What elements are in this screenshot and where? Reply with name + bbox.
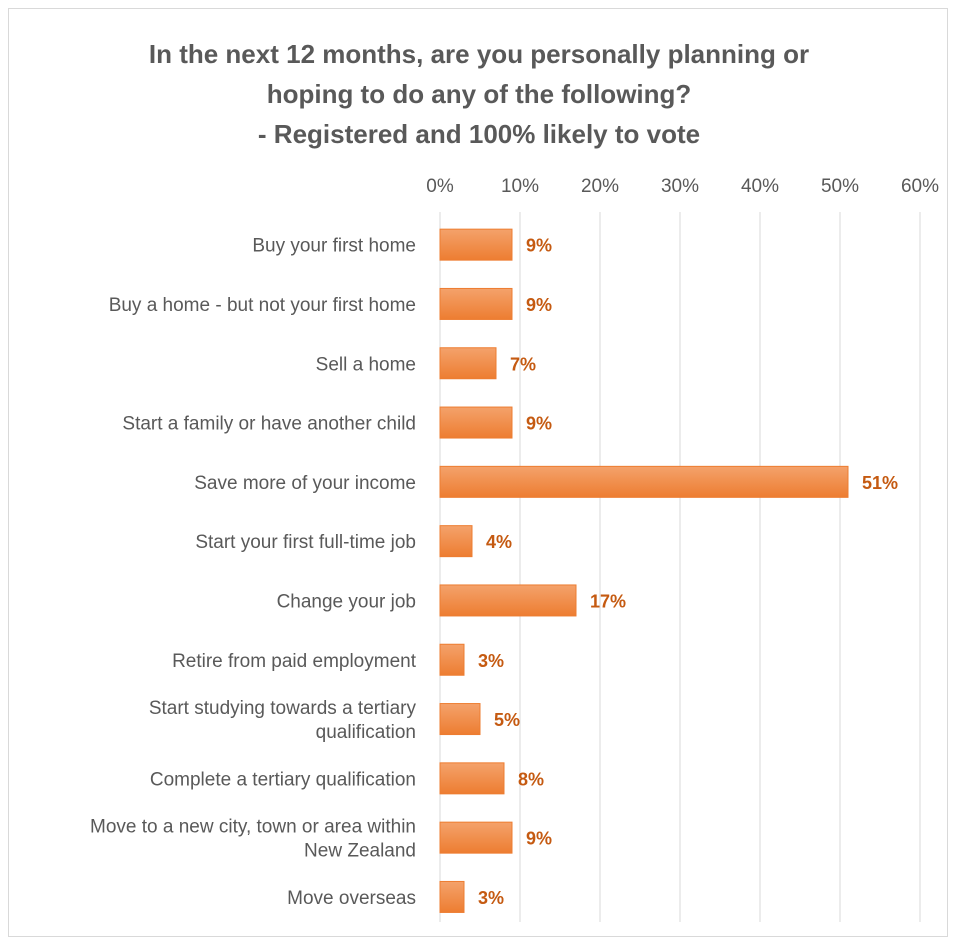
x-axis-ticks: 0% 10% 20% 30% 40% 50% 60% — [426, 176, 939, 197]
x-tick-label: 60% — [901, 176, 939, 197]
bars — [439, 228, 849, 913]
bar — [439, 880, 465, 913]
category-label: Save more of your income — [194, 473, 416, 494]
category-label: qualification — [316, 722, 416, 743]
category-label: New Zealand — [304, 841, 416, 862]
x-tick-label: 10% — [501, 176, 539, 197]
category-label: Start studying towards a tertiary — [149, 698, 417, 719]
bar — [439, 287, 513, 320]
x-tick-label: 20% — [581, 176, 619, 197]
data-label: 7% — [510, 354, 536, 374]
chart-title-line-3: - Registered and 100% likely to vote — [257, 119, 701, 149]
category-label: Retire from paid employment — [172, 651, 417, 672]
data-label: 3% — [478, 651, 504, 671]
category-labels: Buy your first home Buy a home - but not … — [90, 236, 417, 909]
category-label: Complete a tertiary qualification — [150, 769, 416, 790]
data-label: 9% — [526, 829, 552, 849]
x-tick-label: 30% — [661, 176, 699, 197]
category-label: Sell a home — [316, 354, 416, 375]
bar — [439, 762, 505, 795]
gridlines — [439, 212, 921, 922]
bar — [439, 347, 497, 380]
bar — [439, 465, 849, 498]
chart-title-line-1: In the next 12 months, are you personall… — [148, 39, 810, 69]
data-label: 9% — [526, 414, 552, 434]
data-labels: 9% 9% 7% 9% 51% 4% 17% 3% 5% 8% 9% 3% — [478, 236, 898, 908]
category-label: Start your first full-time job — [195, 532, 416, 553]
data-label: 5% — [494, 710, 520, 730]
category-label: Buy your first home — [252, 236, 416, 257]
data-label: 51% — [862, 473, 898, 493]
x-tick-label: 40% — [741, 176, 779, 197]
category-label: Move to a new city, town or area within — [90, 817, 416, 838]
data-label: 17% — [590, 591, 626, 611]
data-label: 9% — [526, 295, 552, 315]
bar — [439, 228, 513, 261]
bar — [439, 703, 481, 736]
category-label: Change your job — [277, 591, 416, 612]
data-label: 8% — [518, 769, 544, 789]
category-label: Start a family or have another child — [122, 414, 416, 435]
chart-title-line-2: hoping to do any of the following? — [266, 79, 692, 109]
data-label: 3% — [478, 888, 504, 908]
bar — [439, 406, 513, 439]
bar — [439, 643, 465, 676]
bar — [439, 525, 473, 558]
chart-title: In the next 12 months, are you personall… — [0, 34, 958, 154]
x-tick-label: 0% — [426, 176, 454, 197]
bar — [439, 821, 513, 854]
data-label: 4% — [486, 532, 512, 552]
category-label: Move overseas — [287, 888, 416, 909]
data-label: 9% — [526, 236, 552, 256]
bar — [439, 584, 577, 617]
x-tick-label: 50% — [821, 176, 859, 197]
category-label: Buy a home - but not your first home — [109, 295, 416, 316]
